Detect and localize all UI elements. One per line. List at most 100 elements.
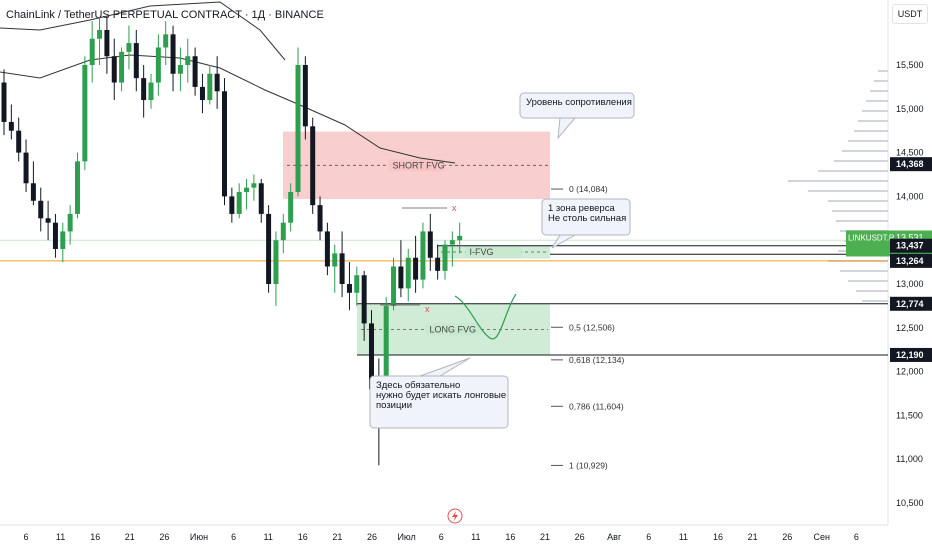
price-badge [890,253,932,268]
volume-profile-bar [848,280,888,282]
y-tick-label: 13,000 [896,279,924,289]
currency-button[interactable]: USDT [892,4,928,24]
candle-body [339,253,345,284]
y-tick-label: 14,500 [896,148,924,158]
candle-body [222,91,227,197]
volume-profile-bar [856,290,888,292]
price-badge [890,296,932,311]
candle-body [354,275,360,293]
volume-profile-bar [870,90,888,92]
y-tick-label: 15,500 [896,60,924,70]
candle-body [185,56,191,65]
volume-profile-bar [832,210,888,212]
y-tick-label: 10,500 [896,498,924,508]
candle-body [361,275,367,324]
candle-body [30,183,36,201]
x-tick-label: Июл [397,532,415,542]
candle [273,231,279,306]
candle-body [346,284,352,293]
candle [236,183,242,219]
candle [185,38,191,83]
callout-box [541,198,631,236]
volume-profile-bar [862,110,888,112]
candle-body [60,231,66,249]
fib-label: 1 (10,929) [569,460,608,470]
candle [435,244,441,280]
candle-body [214,73,220,92]
candle [133,29,139,92]
candle-body [89,38,95,65]
candle-body [126,43,132,52]
candle [420,222,426,289]
candle [111,38,117,101]
x-tick-label: 21 [332,532,342,542]
candle-body [104,29,110,57]
candle [302,56,308,140]
candle-body [442,244,448,271]
candle-body [288,192,294,223]
x-tick-label: 26 [782,532,792,542]
candle [163,21,169,65]
zone-label: SHORT FVG [393,160,445,170]
x-tick-label: 21 [748,532,758,542]
x-tick-label: 16 [298,532,308,542]
candle-body [155,47,161,83]
candle [310,117,316,214]
candle [82,56,88,171]
volume-profile-bar [866,100,888,102]
candle [280,213,286,254]
callout-text: позиции [376,400,412,411]
zone-label: I-FVG [470,247,494,257]
candle-body [332,253,338,267]
fib-label: 0,786 (11,604) [569,401,624,411]
candle-body [369,323,374,390]
price-badge-label: 13,264 [896,256,924,266]
candle [16,117,22,162]
candle-body [52,222,58,249]
volume-profile-bar [874,80,888,82]
volume-profile-bar [834,160,888,162]
candle-body [391,266,397,306]
candle [222,78,227,206]
candle-body [413,257,419,280]
candle [199,73,205,114]
candle [177,47,183,92]
y-tick-label: 12,000 [896,367,924,377]
candle [67,205,73,245]
projection-path [454,293,517,340]
price-badge-label: 12,774 [896,299,924,309]
x-tick-label: 6 [23,532,28,542]
candle-body [244,187,250,193]
volume-profile-bar [788,180,888,182]
x-tick-label: 26 [575,532,585,542]
candle [126,25,132,70]
candle [141,65,147,118]
zone-label-bg [388,159,445,172]
x-tick-label: 11 [56,532,65,542]
y-tick-label: 11,000 [896,454,923,464]
x-tick-label: 26 [367,532,377,542]
candle [75,152,80,219]
y-tick-label: 15,000 [896,104,924,114]
candle-body [170,34,176,74]
volume-profile-bar [848,140,888,142]
candle-body [310,126,316,206]
symbol-title: ChainLink / TetherUS PERPETUAL CONTRACT … [6,9,324,21]
candle-body [119,51,125,83]
x-tick-label: 6 [646,532,651,542]
fib-label: 0,5 (12,506) [569,322,615,332]
candle-body [317,205,323,232]
x-tick-label: Июн [190,532,208,542]
fib-label: 0,618 (12,134) [569,355,624,365]
candle-body [23,152,29,184]
candle-body [38,200,44,219]
callout-tail [557,117,577,140]
candle-body [1,82,7,122]
callout-text: Здесь обязательно [376,380,460,391]
candle [97,16,103,65]
candle-body [295,65,301,193]
candle [332,244,338,293]
callout-text: нужно будет искать лонговые [376,390,506,401]
volume-profile-bar [862,300,888,302]
